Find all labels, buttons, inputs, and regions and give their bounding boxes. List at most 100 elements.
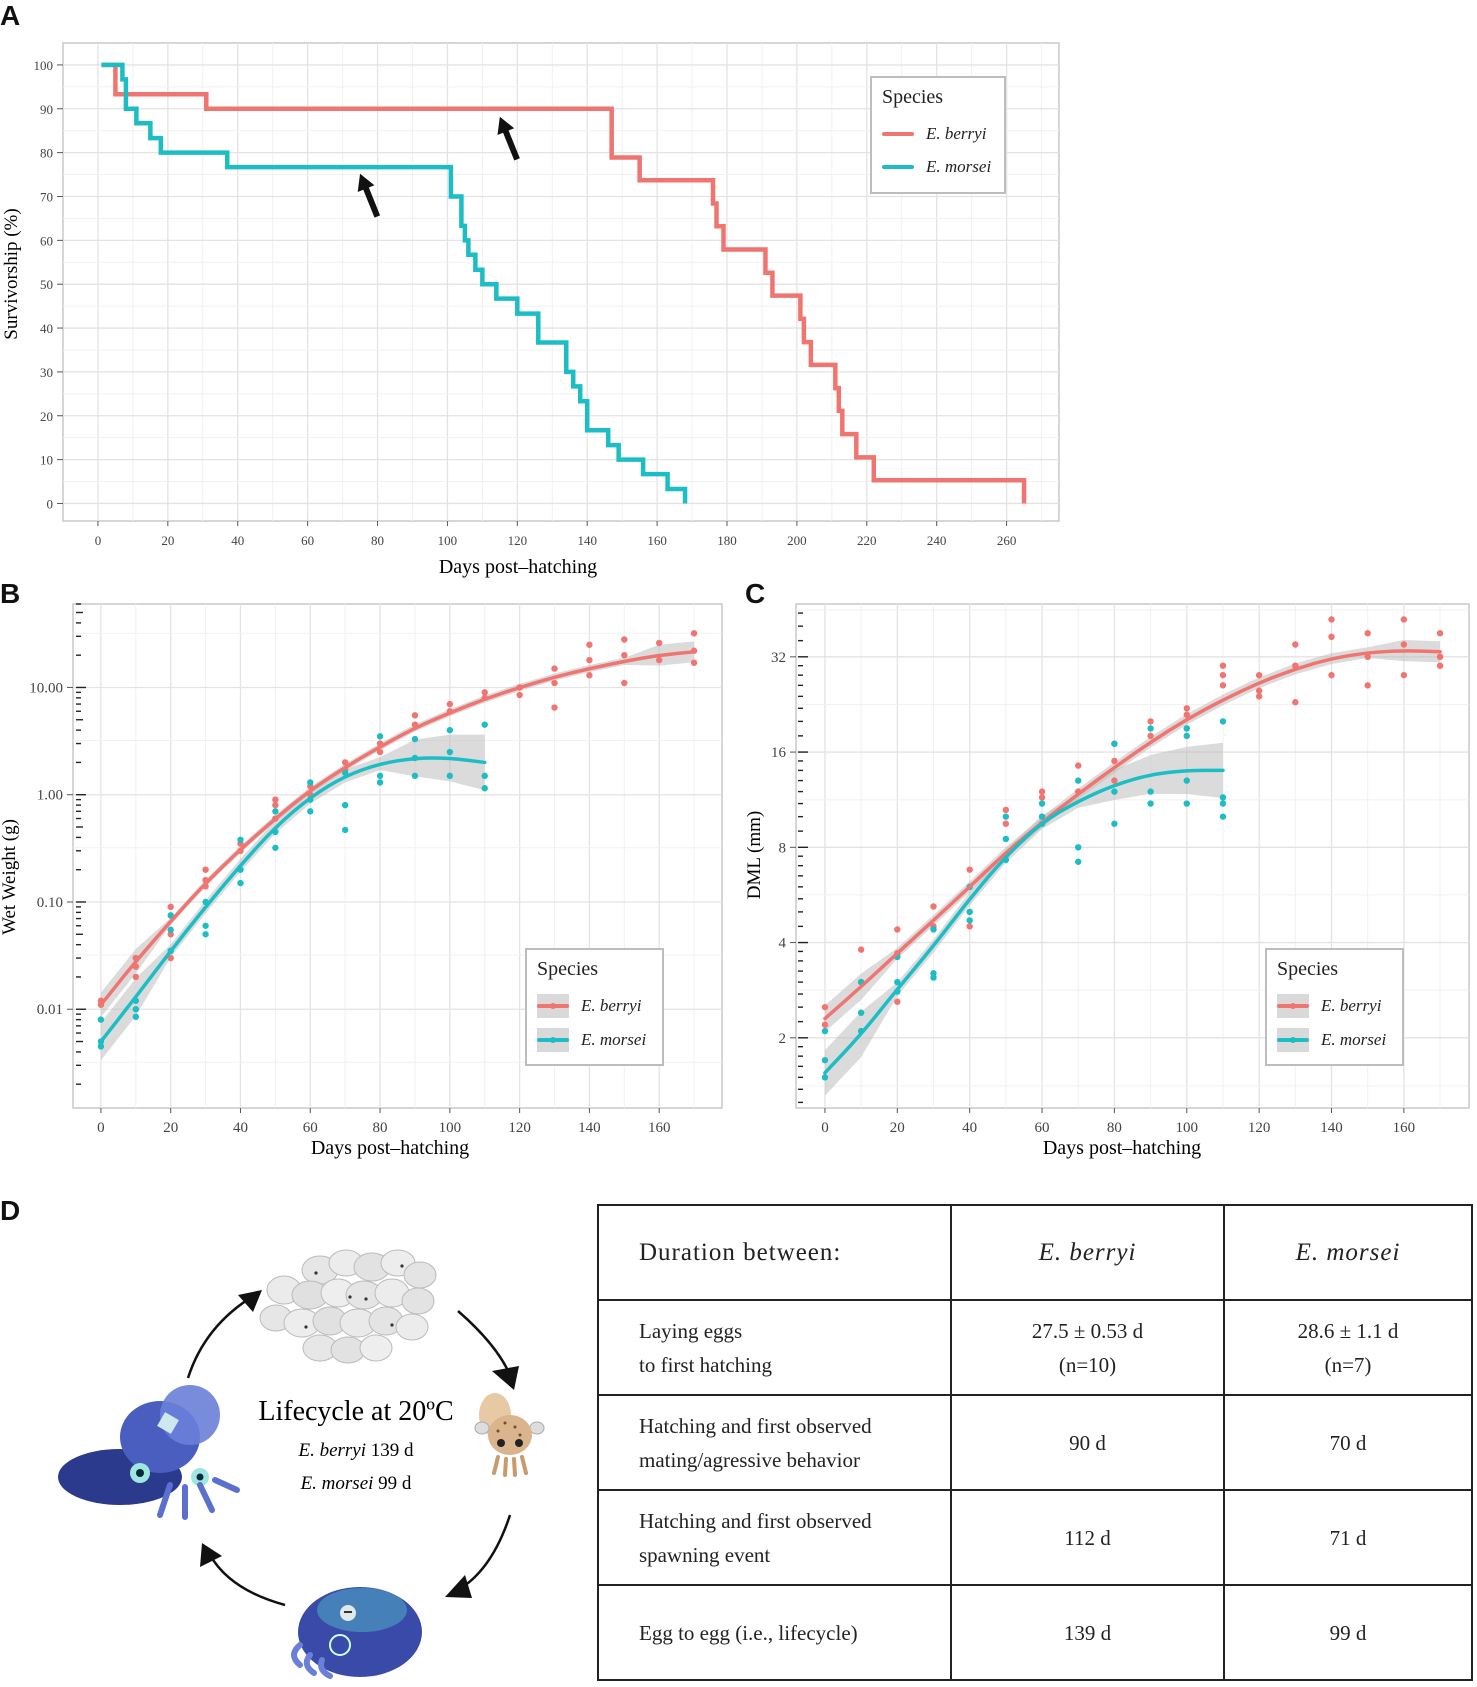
data-point-berryi xyxy=(376,748,384,756)
row-label-line: to first hatching xyxy=(639,1352,772,1377)
data-point-morsei xyxy=(894,978,901,986)
data-point-morsei xyxy=(132,1006,140,1013)
data-point-morsei xyxy=(1111,788,1118,795)
x-tick-label: 40 xyxy=(962,1120,977,1136)
hatchling-icon xyxy=(474,1393,545,1477)
data-point-morsei xyxy=(411,735,419,743)
legend-item-berryi: E. berryi xyxy=(1277,994,1381,1018)
x-tick-label: 40 xyxy=(231,533,244,548)
table-cell: 71 d xyxy=(1223,1489,1473,1586)
data-point-morsei xyxy=(1075,844,1082,851)
table-cell: 99 d xyxy=(1223,1584,1473,1681)
x-tick-label: 120 xyxy=(508,533,528,548)
data-point-berryi xyxy=(1364,630,1371,637)
data-point-morsei xyxy=(1111,740,1118,747)
table-header-cell: E. morsei xyxy=(1223,1204,1473,1301)
data-point-morsei xyxy=(1038,800,1046,807)
arrow-head xyxy=(497,116,515,135)
table-cell: 27.5 ± 0.53 d (n=10) xyxy=(950,1299,1225,1396)
lifecycle-species-morsei: E. morsei xyxy=(300,1473,374,1494)
data-point-berryi xyxy=(586,672,593,679)
data-point-morsei xyxy=(930,926,937,933)
data-point-berryi xyxy=(202,866,209,873)
data-point-berryi xyxy=(551,665,558,672)
row-label-line: Egg to egg (i.e., lifecycle) xyxy=(639,1620,858,1645)
x-tick-label: 80 xyxy=(371,533,384,548)
cycle-arrow-icon xyxy=(186,1293,256,1379)
data-point-morsei xyxy=(1075,777,1082,784)
panel-label-a: A xyxy=(0,0,21,31)
x-tick-label: 160 xyxy=(1393,1120,1416,1136)
data-point-berryi xyxy=(1255,687,1263,694)
cycle-arrow-icon xyxy=(457,1310,512,1376)
table-header-morsei: E. morsei xyxy=(1295,1238,1401,1266)
data-point-morsei xyxy=(272,808,279,815)
legend-a: Species E. berryi E. morsei xyxy=(870,76,1006,194)
x-tick-label: 20 xyxy=(163,1120,178,1136)
data-point-berryi xyxy=(655,656,663,664)
data-point-berryi xyxy=(894,926,901,933)
x-tick-label: 0 xyxy=(821,1120,829,1136)
plot-frame xyxy=(62,42,1060,522)
data-point-morsei xyxy=(1002,835,1010,843)
lifecycle-duration-table: Duration between: E. berryi E. morsei La… xyxy=(597,1204,1473,1681)
data-point-morsei xyxy=(930,974,937,981)
data-point-berryi xyxy=(272,801,279,809)
morsei-value: 99 d xyxy=(1329,1620,1367,1645)
cycle-arrow-icon xyxy=(208,1554,286,1607)
x-tick-label: 60 xyxy=(1035,1120,1050,1136)
table-cell: Hatching and first observed mating/agress… xyxy=(597,1394,952,1491)
panel-label-d: D xyxy=(0,1195,21,1226)
data-point-morsei xyxy=(376,733,384,740)
x-tick-label: 0 xyxy=(95,533,102,548)
data-point-berryi xyxy=(1436,662,1444,669)
axis-title-y: Survivorship (%) xyxy=(1,208,22,339)
x-tick-label: 100 xyxy=(438,533,458,548)
row-label-line: Hatching and first observed xyxy=(639,1413,872,1438)
data-point-morsei xyxy=(446,726,454,734)
survivorship-chart: Survivorship (%) Days post–hatching * 02… xyxy=(1,42,1060,578)
data-point-berryi xyxy=(1183,705,1190,712)
berryi-value: 112 d xyxy=(1064,1525,1111,1550)
arrowhead-icon xyxy=(200,1543,222,1567)
y-tick-label: 2 xyxy=(779,1031,787,1047)
y-tick-label: 10 xyxy=(40,453,53,468)
data-point-morsei xyxy=(272,844,279,851)
data-point-morsei xyxy=(481,721,488,728)
table-header-cell: E. berryi xyxy=(950,1204,1225,1301)
x-tick-label: 80 xyxy=(1107,1120,1122,1136)
y-tick-label: 70 xyxy=(40,189,53,204)
berryi-value: 90 d xyxy=(1069,1430,1106,1455)
data-point-berryi xyxy=(1038,794,1046,801)
egg-cluster-icon xyxy=(259,1249,437,1364)
panel-label-b: B xyxy=(0,578,21,609)
mating-cuttlefish-icon xyxy=(58,1385,240,1520)
dml-chart: DML (mm) Days post–hatching 0 20 40 60 80 100… xyxy=(745,603,1470,1159)
legend-item-berryi: E. berryi xyxy=(537,994,641,1018)
data-point-berryi xyxy=(272,796,279,803)
data-point-morsei xyxy=(446,748,454,756)
berryi-n: (n=10) xyxy=(1058,1352,1117,1377)
arrow-shaft xyxy=(500,124,520,161)
legend-key-berryi xyxy=(882,122,914,146)
table-cell: 139 d xyxy=(950,1584,1225,1681)
data-point-morsei xyxy=(481,772,488,780)
lifecycle-species-berryi: E. berryi xyxy=(297,1440,366,1461)
y-tick-label: 0 xyxy=(47,496,54,511)
arrowhead-icon xyxy=(492,1366,519,1390)
data-point-berryi xyxy=(411,712,419,719)
data-point-berryi xyxy=(1111,777,1118,784)
data-point-berryi xyxy=(1328,633,1335,641)
y-tick-label: 8 xyxy=(779,840,787,856)
survival-curve-berryi xyxy=(101,62,1027,504)
data-point-berryi xyxy=(1436,653,1444,661)
x-tick-label: 0 xyxy=(97,1120,105,1136)
data-point-berryi xyxy=(821,1021,829,1028)
data-point-morsei xyxy=(202,931,209,938)
data-point-berryi xyxy=(621,651,628,659)
data-point-berryi xyxy=(621,636,628,643)
table-cell: 112 d xyxy=(950,1489,1225,1586)
data-point-berryi xyxy=(966,866,973,873)
legend-label-morsei: E. morsei xyxy=(1321,1030,1387,1049)
data-point-morsei xyxy=(1111,820,1118,827)
